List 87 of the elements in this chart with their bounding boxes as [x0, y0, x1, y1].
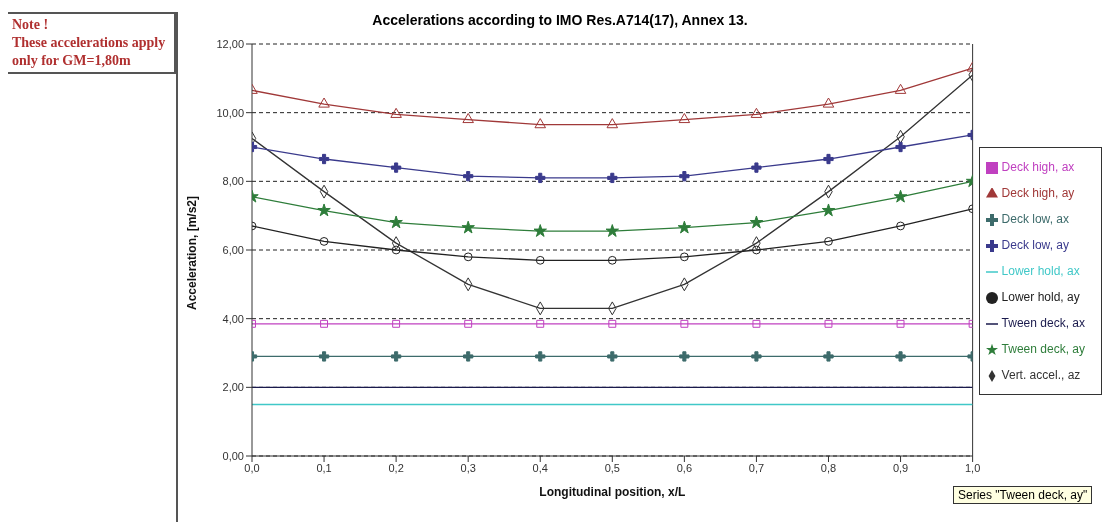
- legend-label: Deck high, ay: [1001, 186, 1075, 200]
- x-tick-label: 0,7: [748, 461, 765, 474]
- x-tick-label: 0,4: [532, 461, 548, 474]
- text: Note !: [12, 16, 50, 34]
- point: [606, 118, 619, 129]
- legend-label: Deck high, ax: [1001, 160, 1075, 174]
- point: [607, 351, 618, 362]
- point: [461, 220, 475, 234]
- x-tick-label: 0,0: [244, 461, 260, 474]
- point: [751, 162, 762, 173]
- point: [536, 319, 545, 328]
- point: [607, 255, 617, 265]
- legend-label: Lower hold, ay: [1001, 290, 1080, 304]
- point: [752, 245, 761, 255]
- point: [317, 203, 331, 217]
- legend-label: Tween deck, ay: [1001, 342, 1085, 356]
- point: [462, 112, 474, 124]
- point: [895, 141, 906, 153]
- point: [605, 224, 620, 237]
- point: [389, 215, 403, 229]
- y-tick-label: 0,00: [222, 449, 244, 462]
- point: [677, 220, 692, 234]
- point: [751, 351, 762, 362]
- x-tick-label: 0,5: [604, 461, 620, 474]
- x-tick-label: 0,9: [892, 461, 909, 474]
- legend-label: Vert. accel., az: [1001, 368, 1081, 382]
- text: These accelerations apply only for GM=1,80m: [12, 34, 167, 70]
- x-axis-title: Longitudinal position, x/L: [539, 485, 686, 499]
- x-tick-label: 0,2: [388, 461, 404, 474]
- point: [679, 252, 689, 262]
- point: [463, 171, 474, 182]
- point: [894, 83, 907, 94]
- x-tick-label: 0,8: [820, 461, 837, 474]
- point: [533, 224, 547, 237]
- point: [821, 203, 836, 217]
- point: [464, 319, 473, 328]
- legend-label: Deck low, ay: [1001, 238, 1069, 252]
- x-tick-label: 0,3: [460, 461, 476, 474]
- y-tick-label: 12,00: [216, 37, 244, 50]
- y-tick-label: 2,00: [222, 381, 244, 394]
- point: [678, 112, 691, 124]
- point: [823, 351, 834, 362]
- point: [607, 172, 618, 184]
- y-tick-label: 8,00: [222, 175, 244, 188]
- y-tick-label: 6,00: [222, 243, 244, 256]
- point: [535, 255, 545, 265]
- legend-label: Deck low, ax: [1001, 212, 1069, 226]
- point: [679, 351, 690, 362]
- point: [534, 118, 547, 129]
- point: [893, 189, 908, 203]
- point: [896, 319, 905, 328]
- x-tick-label: 0,1: [316, 461, 332, 474]
- legend-label: Tween deck, ax: [1001, 316, 1085, 330]
- point: [824, 237, 833, 246]
- point: [823, 153, 834, 165]
- point: [319, 237, 329, 246]
- chart-title: Accelerations according to IMO Res.A714(17), Annex 13.: [371, 12, 749, 28]
- point: [390, 107, 402, 118]
- x-tick-label: 1,0: [964, 461, 981, 474]
- point: [822, 97, 835, 108]
- point: [390, 351, 402, 362]
- point: [608, 319, 617, 328]
- point: [895, 351, 906, 362]
- y-tick-label: 4,00: [222, 312, 244, 325]
- x-tick-label: 0,6: [676, 461, 693, 474]
- point: [318, 97, 330, 108]
- point: [752, 319, 761, 328]
- text: Series "Tween deck, ay": [953, 486, 1093, 504]
- point: [463, 351, 474, 362]
- point: [680, 319, 689, 328]
- point: [896, 221, 905, 231]
- point: [318, 153, 330, 165]
- point: [749, 215, 764, 229]
- y-tick-label: 10,00: [216, 106, 244, 119]
- point: [679, 171, 690, 182]
- point: [392, 319, 401, 328]
- point: [463, 252, 473, 262]
- point: [535, 351, 546, 362]
- point: [824, 319, 833, 328]
- point: [318, 351, 330, 362]
- point: [320, 319, 329, 328]
- legend-label: Lower hold, ax: [1001, 264, 1080, 278]
- point: [535, 172, 546, 184]
- y-axis-title: Acceleration, [m/s2]: [185, 195, 200, 310]
- point: [391, 245, 401, 255]
- point: [390, 162, 402, 173]
- point: [750, 107, 763, 118]
